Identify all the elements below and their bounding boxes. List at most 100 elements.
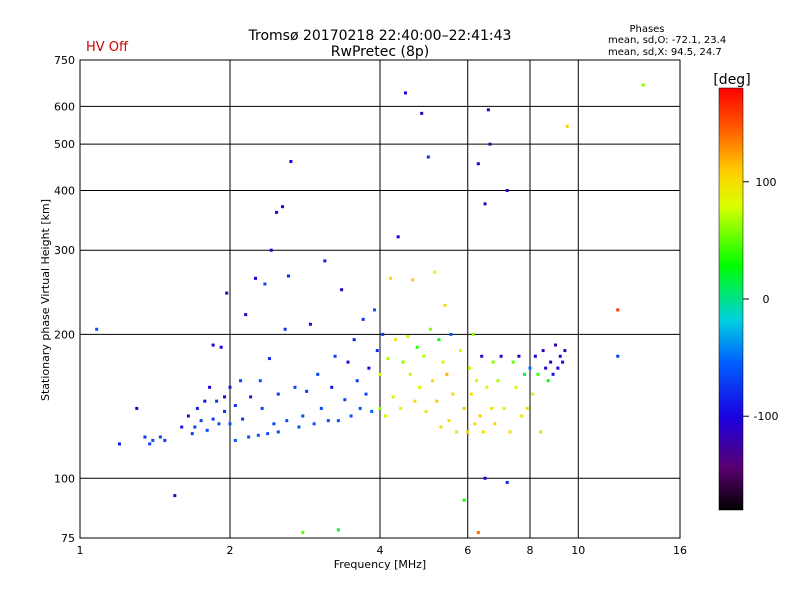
data-point bbox=[447, 419, 451, 423]
data-point bbox=[493, 422, 497, 426]
data-point bbox=[399, 406, 403, 410]
data-point bbox=[483, 202, 487, 206]
data-point bbox=[373, 308, 377, 312]
data-point bbox=[528, 366, 532, 370]
data-point bbox=[186, 414, 190, 418]
data-point bbox=[517, 354, 521, 358]
data-point bbox=[190, 432, 194, 436]
y-tick-label: 200 bbox=[54, 328, 75, 341]
x-tick-label: 16 bbox=[673, 544, 687, 557]
data-point bbox=[486, 108, 490, 112]
data-point bbox=[422, 354, 426, 358]
data-point bbox=[411, 278, 415, 282]
data-point bbox=[349, 414, 353, 418]
data-point bbox=[485, 385, 489, 389]
data-point bbox=[285, 419, 289, 423]
data-point bbox=[319, 406, 323, 410]
data-point bbox=[281, 205, 285, 209]
data-point bbox=[502, 406, 506, 410]
data-point bbox=[491, 360, 495, 364]
data-point bbox=[219, 345, 223, 349]
data-point bbox=[394, 338, 398, 342]
y-tick-label: 300 bbox=[54, 244, 75, 257]
y-tick-labels: 75 100 200 300 400 500 600 750 bbox=[54, 54, 75, 545]
data-point bbox=[523, 372, 527, 376]
data-point bbox=[541, 349, 545, 353]
data-point bbox=[244, 313, 248, 317]
data-point bbox=[563, 349, 567, 353]
y-tick-label: 600 bbox=[54, 100, 75, 113]
data-point bbox=[616, 308, 620, 312]
data-point bbox=[258, 379, 262, 383]
data-point bbox=[417, 385, 421, 389]
data-point bbox=[173, 494, 177, 498]
data-point bbox=[267, 357, 271, 361]
data-point bbox=[266, 432, 270, 436]
y-tick-label: 400 bbox=[54, 184, 75, 197]
data-point bbox=[195, 406, 199, 410]
x-axis-label: Frequency [MHz] bbox=[334, 558, 426, 571]
data-point bbox=[539, 430, 543, 434]
data-point bbox=[458, 349, 462, 353]
data-point bbox=[441, 360, 445, 364]
data-point bbox=[95, 327, 99, 331]
data-point bbox=[531, 392, 535, 396]
phases-o-stats: mean, sd,O: -72.1, 23.4 bbox=[608, 35, 726, 46]
colorbar-tick-label: 100 bbox=[756, 176, 777, 189]
data-point bbox=[323, 259, 327, 263]
data-point bbox=[546, 379, 550, 383]
data-point bbox=[426, 155, 430, 159]
data-point bbox=[551, 372, 555, 376]
data-point bbox=[420, 111, 424, 115]
y-tick-label: 500 bbox=[54, 138, 75, 151]
data-point bbox=[490, 406, 494, 410]
data-point bbox=[135, 406, 139, 410]
data-point bbox=[305, 389, 309, 393]
data-point bbox=[514, 385, 518, 389]
data-point bbox=[367, 366, 371, 370]
data-point bbox=[358, 406, 362, 410]
data-point bbox=[462, 406, 466, 410]
data-point bbox=[249, 395, 253, 399]
data-point bbox=[553, 343, 557, 347]
data-point bbox=[205, 428, 209, 432]
data-point bbox=[180, 425, 184, 429]
data-point bbox=[533, 354, 537, 358]
data-point bbox=[439, 425, 443, 429]
data-point bbox=[225, 291, 229, 295]
data-point bbox=[469, 392, 473, 396]
hv-status-label: HV Off bbox=[86, 40, 129, 55]
data-point bbox=[488, 142, 492, 146]
data-point bbox=[435, 399, 439, 403]
data-point bbox=[483, 476, 487, 480]
data-point bbox=[445, 372, 449, 376]
data-point bbox=[312, 422, 316, 426]
data-point bbox=[239, 379, 243, 383]
data-point bbox=[223, 395, 227, 399]
data-point bbox=[215, 399, 219, 403]
data-point bbox=[520, 414, 524, 418]
data-point bbox=[455, 430, 459, 434]
data-point bbox=[424, 409, 428, 413]
data-point bbox=[346, 360, 350, 364]
data-point bbox=[256, 433, 260, 437]
data-point bbox=[151, 438, 155, 442]
y-tick-label: 75 bbox=[61, 532, 75, 545]
phases-x-stats: mean, sd,X: 94.5, 24.7 bbox=[608, 47, 722, 58]
data-point bbox=[208, 385, 212, 389]
colorbar-label: [deg] bbox=[713, 72, 750, 88]
data-point bbox=[301, 414, 305, 418]
data-point bbox=[549, 360, 553, 364]
x-tick-labels: 1 2 4 6 8 10 16 bbox=[77, 544, 688, 557]
data-point bbox=[478, 414, 482, 418]
data-point bbox=[565, 124, 569, 128]
data-point bbox=[326, 419, 330, 423]
data-point bbox=[276, 392, 280, 396]
data-point bbox=[361, 317, 365, 321]
x-tick-label: 10 bbox=[571, 544, 585, 557]
data-point bbox=[499, 354, 503, 358]
data-point bbox=[286, 274, 290, 278]
data-point bbox=[276, 430, 280, 434]
data-point bbox=[505, 480, 509, 484]
